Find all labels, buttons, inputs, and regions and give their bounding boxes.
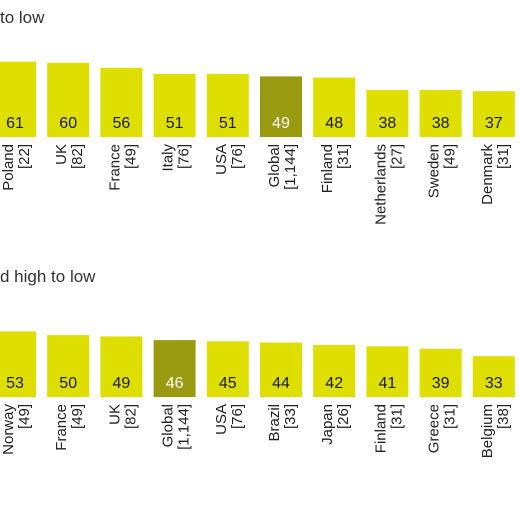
value-label-uk: 49 (113, 375, 131, 392)
category-label-greece: Greece (426, 404, 443, 453)
sample-size-label-brazil: [33] (282, 404, 299, 429)
bar-finland (366, 346, 409, 397)
value-label-uk: 60 (59, 115, 77, 132)
value-label-global: 49 (272, 115, 290, 132)
bar-denmark (472, 91, 515, 137)
bar-finland (313, 77, 356, 137)
value-label-norway: 53 (6, 375, 24, 392)
category-label-netherlands: Netherlands (372, 144, 389, 225)
chart-1-title: to low (0, 8, 45, 27)
bar-uk (100, 336, 143, 397)
sample-size-label-usa: [76] (229, 144, 246, 169)
sample-size-label-global: [1,144] (176, 404, 193, 450)
bar-usa (206, 73, 249, 137)
sample-size-label-japan: [26] (335, 404, 352, 429)
category-label-denmark: Denmark (479, 144, 496, 205)
category-label-poland: Poland (0, 144, 17, 191)
category-label-belgium: Belgium (479, 404, 496, 458)
sample-size-label-france: [49] (69, 404, 86, 429)
bar-france (47, 335, 90, 397)
bar-norway (0, 331, 36, 397)
sample-size-label-denmark: [31] (495, 144, 512, 169)
category-label-norway: Norway (0, 404, 17, 455)
sample-size-label-belgium: [38] (495, 404, 512, 429)
category-label-uk: UK (106, 404, 123, 425)
bar-belgium (472, 356, 515, 397)
category-label-usa: USA (213, 144, 230, 175)
bar-sweden (419, 89, 462, 137)
sample-size-label-uk: [82] (69, 144, 86, 169)
value-label-sweden: 38 (432, 115, 450, 132)
sample-size-label-global: [1,144] (282, 144, 299, 190)
category-label-usa: USA (213, 404, 230, 435)
bar-global (260, 76, 302, 137)
value-label-global: 46 (166, 375, 184, 392)
sample-size-label-uk: [82] (122, 404, 139, 429)
value-label-brazil: 44 (272, 375, 290, 392)
value-label-france: 56 (113, 115, 131, 132)
value-label-finland: 41 (379, 375, 397, 392)
category-label-global: Global (266, 144, 283, 187)
value-label-usa: 45 (219, 375, 237, 392)
bar-uk (47, 62, 90, 137)
category-label-brazil: Brazil (266, 404, 283, 442)
category-label-finland: Finland (372, 404, 389, 453)
category-label-france: France (53, 404, 70, 451)
value-label-usa: 51 (219, 115, 237, 132)
value-label-poland: 61 (6, 115, 24, 132)
chart-2-title: d high to low (0, 267, 96, 286)
sample-size-label-netherlands: [27] (388, 144, 405, 169)
bar-italy (153, 73, 196, 137)
category-label-japan: Japan (319, 404, 336, 445)
bar-netherlands (366, 89, 409, 137)
bar-brazil (260, 342, 302, 397)
bar-france (100, 67, 143, 137)
category-label-france: France (106, 144, 123, 191)
category-label-global: Global (160, 404, 177, 447)
value-label-denmark: 37 (485, 115, 503, 132)
sample-size-label-greece: [31] (442, 404, 459, 429)
sample-size-label-finland: [31] (388, 404, 405, 429)
bar-greece (419, 348, 462, 397)
category-label-sweden: Sweden (426, 144, 443, 198)
bar-usa (206, 341, 249, 397)
value-label-greece: 39 (432, 375, 450, 392)
value-label-netherlands: 38 (379, 115, 397, 132)
sample-size-label-italy: [76] (176, 144, 193, 169)
bar-poland (0, 61, 36, 137)
category-label-finland: Finland (319, 144, 336, 193)
value-label-belgium: 33 (485, 375, 503, 392)
sample-size-label-usa: [76] (229, 404, 246, 429)
sample-size-label-finland: [31] (335, 144, 352, 169)
value-label-finland: 48 (325, 115, 343, 132)
value-label-japan: 42 (325, 375, 343, 392)
value-label-italy: 51 (166, 115, 184, 132)
value-label-france: 50 (59, 375, 77, 392)
sample-size-label-norway: [49] (16, 404, 33, 429)
category-label-italy: Italy (160, 144, 177, 172)
sample-size-label-poland: [22] (16, 144, 33, 169)
sample-size-label-france: [49] (122, 144, 139, 169)
bar-global (153, 340, 196, 397)
sample-size-label-sweden: [49] (442, 144, 459, 169)
bar-japan (313, 345, 356, 397)
category-label-uk: UK (53, 144, 70, 165)
